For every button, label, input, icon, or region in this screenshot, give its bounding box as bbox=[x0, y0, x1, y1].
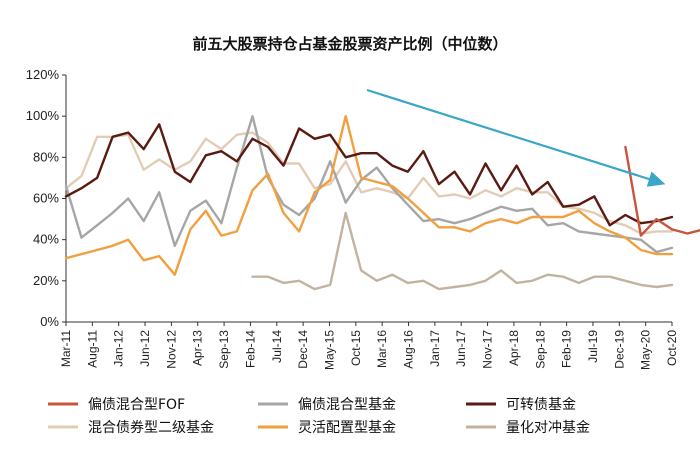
x-tick-label: Sep-13 bbox=[217, 330, 231, 369]
y-tick-label: 80% bbox=[33, 149, 59, 164]
series-line bbox=[624, 145, 700, 237]
y-tick-label: 60% bbox=[33, 191, 59, 206]
x-tick-label: Sep-18 bbox=[533, 330, 547, 369]
series-line bbox=[251, 211, 674, 291]
x-tick-label: Jul-14 bbox=[270, 330, 284, 363]
x-tick-label: Mar-16 bbox=[375, 330, 389, 368]
x-tick-label: Jan-12 bbox=[112, 330, 126, 367]
y-tick-label: 100% bbox=[26, 108, 60, 123]
legend-label: 偏债混合型基金 bbox=[298, 396, 396, 413]
chart-title: 前五大股票持仓占基金股票资产比例（中位数） bbox=[192, 35, 507, 53]
series-line bbox=[64, 131, 674, 235]
series-layer bbox=[64, 114, 700, 291]
x-tick-label: Oct-20 bbox=[665, 330, 679, 366]
x-tick-label: May-15 bbox=[322, 330, 336, 370]
legend-label: 混合债券型二级基金 bbox=[88, 419, 214, 436]
legend-label: 量化对冲基金 bbox=[506, 419, 590, 436]
x-tick-label: Jun-12 bbox=[138, 330, 152, 367]
y-tick-label: 20% bbox=[33, 273, 59, 288]
x-axis: Mar-11 Aug-11 Jan-12 Jun-12 Nov-12 Apr-13 Sep-… bbox=[59, 321, 679, 370]
series-line bbox=[64, 114, 674, 276]
y-tick-label: 120% bbox=[26, 67, 60, 82]
x-tick-label: Aug-11 bbox=[85, 330, 99, 368]
y-tick-label: 40% bbox=[33, 232, 59, 247]
legend-label: 可转债基金 bbox=[506, 396, 576, 413]
x-tick-label: Apr-18 bbox=[507, 330, 521, 366]
x-tick-label: Feb-14 bbox=[243, 330, 257, 368]
series-line bbox=[64, 123, 674, 227]
x-tick-label: Nov-17 bbox=[481, 330, 495, 369]
x-tick-label: Dec-19 bbox=[612, 330, 626, 369]
x-tick-label: Feb-19 bbox=[560, 330, 574, 368]
x-tick-label: Dec-14 bbox=[296, 330, 310, 369]
x-tick-label: Oct-15 bbox=[349, 330, 363, 366]
x-tick-label: Mar-11 bbox=[59, 330, 73, 367]
series-line bbox=[64, 114, 674, 254]
y-axis: 0% 20% 40% 60% 80% 100% 120% bbox=[26, 67, 67, 329]
legend-label: 灵活配置型基金 bbox=[298, 419, 396, 436]
x-tick-label: Nov-12 bbox=[164, 330, 178, 369]
x-tick-label: Jul-19 bbox=[586, 330, 600, 363]
trend-arrow-head bbox=[646, 171, 666, 187]
y-tick-label: 0% bbox=[40, 314, 59, 329]
x-tick-label: Jun-17 bbox=[454, 330, 468, 367]
x-tick-label: Jan-17 bbox=[428, 330, 442, 367]
x-tick-label: Apr-13 bbox=[191, 330, 205, 366]
trend-arrow-shaft bbox=[366, 88, 653, 182]
x-tick-label: May-20 bbox=[639, 330, 653, 370]
x-tick-label: Aug-16 bbox=[402, 330, 416, 369]
legend-label: 偏债混合型FOF bbox=[88, 397, 185, 413]
trend-arrow bbox=[366, 88, 666, 187]
